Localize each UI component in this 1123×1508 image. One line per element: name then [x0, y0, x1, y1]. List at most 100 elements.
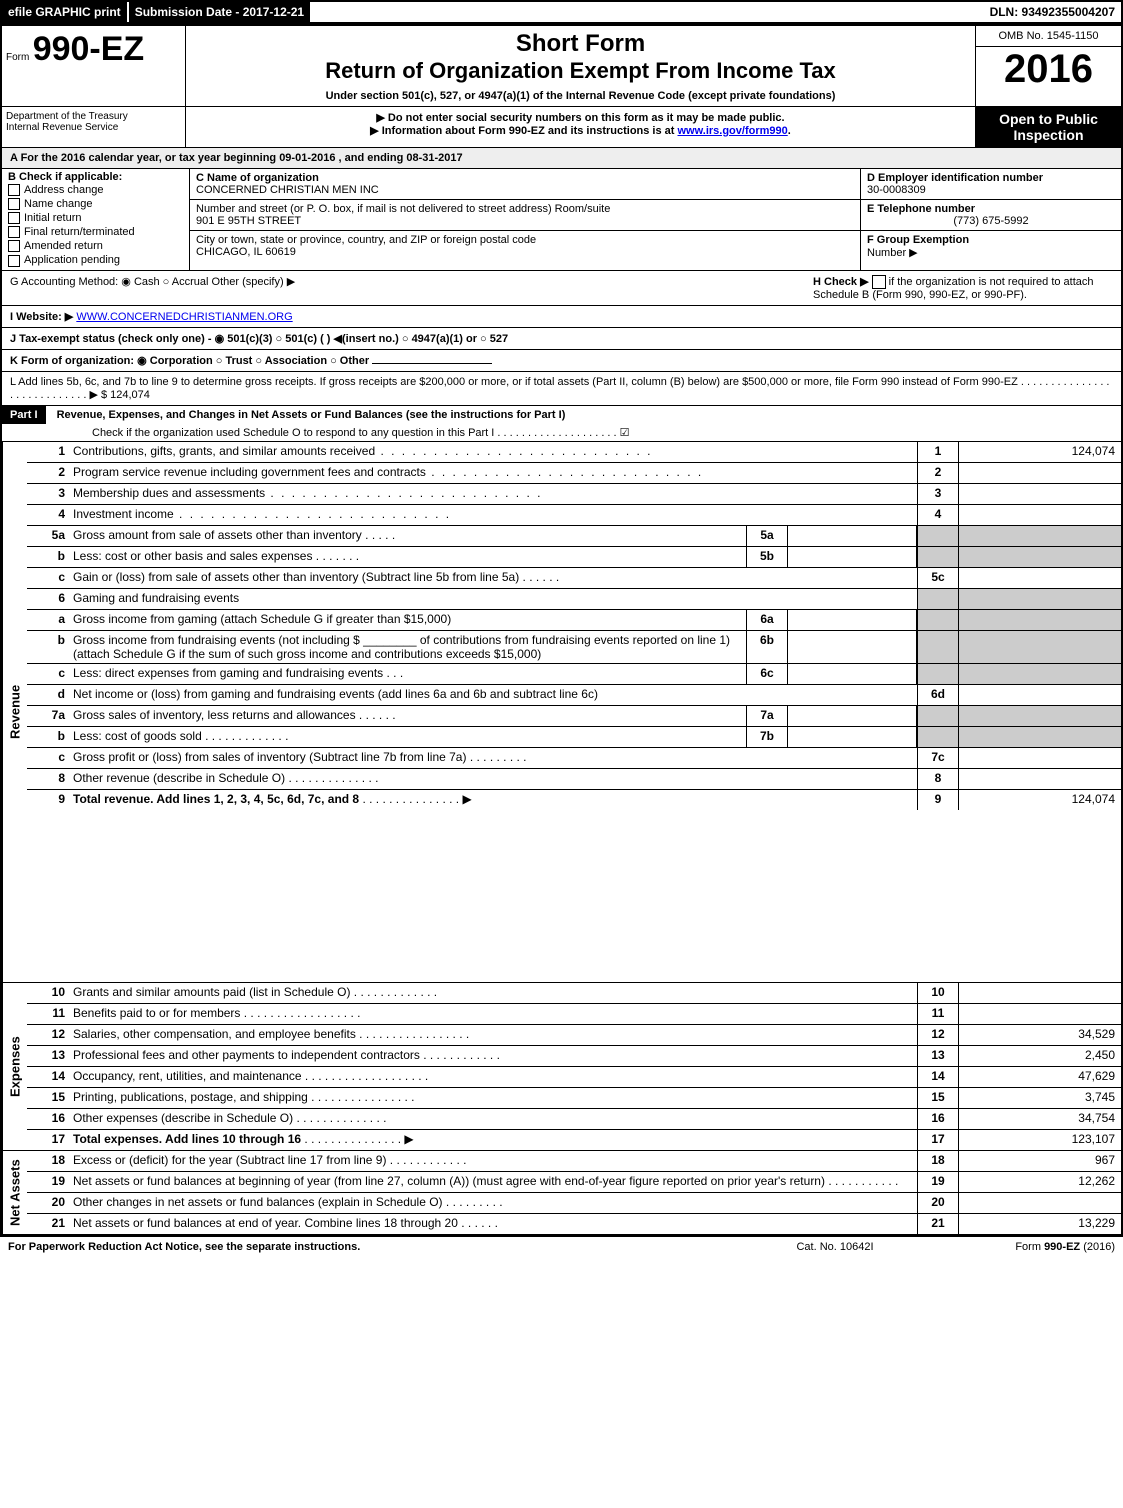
ln9-rval: 124,074	[958, 790, 1121, 810]
ln1-desc: Contributions, gifts, grants, and simila…	[69, 442, 917, 462]
check-application-pending-label: Application pending	[24, 254, 120, 266]
ln5c-rval	[958, 568, 1121, 588]
line-j: J Tax-exempt status (check only one) - ◉…	[2, 327, 1121, 349]
check-application-pending[interactable]: Application pending	[8, 253, 183, 267]
c-label: C Name of organization	[196, 172, 854, 184]
part1-check-o: Check if the organization used Schedule …	[2, 424, 1121, 441]
ln5a-rval	[958, 526, 1121, 546]
ln8-desc: Other revenue (describe in Schedule O) .…	[69, 769, 917, 789]
under-section: Under section 501(c), 527, or 4947(a)(1)…	[194, 90, 967, 102]
website-link[interactable]: WWW.CONCERNEDCHRISTIANMEN.ORG	[76, 311, 292, 323]
ln5a-rnum	[917, 526, 958, 546]
irs-label: Internal Revenue Service	[6, 122, 181, 133]
street-row: Number and street (or P. O. box, if mail…	[190, 200, 860, 231]
form-ref: Form 990-EZ (2016)	[935, 1241, 1115, 1253]
dept-treasury: Department of the Treasury Internal Reve…	[2, 107, 186, 147]
header-row: Form 990-EZ Short Form Return of Organiz…	[2, 26, 1121, 106]
footer-row: For Paperwork Reduction Act Notice, see …	[0, 1236, 1123, 1257]
ln15-rnum: 15	[917, 1088, 958, 1108]
year-box: OMB No. 1545-1150 2016	[975, 26, 1121, 106]
dept-label: Department of the Treasury	[6, 111, 181, 122]
ln6c-sv	[788, 664, 917, 684]
check-final-return[interactable]: Final return/terminated	[8, 225, 183, 239]
line-1: 1 Contributions, gifts, grants, and simi…	[27, 442, 1121, 462]
ln7b-rval	[958, 727, 1121, 747]
h-checkbox[interactable]	[872, 275, 886, 289]
b-label: B Check if applicable:	[8, 171, 183, 183]
ln13-num: 13	[27, 1046, 69, 1066]
ln2-desc: Program service revenue including govern…	[69, 463, 917, 483]
ln21-rval: 13,229	[958, 1214, 1121, 1234]
dln: DLN: 93492355004207	[984, 2, 1121, 22]
h-label: H Check ▶	[813, 276, 869, 288]
ln6d-num: d	[27, 685, 69, 705]
top-bar: efile GRAPHIC print Submission Date - 20…	[0, 0, 1123, 24]
k-text: K Form of organization: ◉ Corporation ○ …	[10, 355, 369, 367]
ln7a-desc: Gross sales of inventory, less returns a…	[69, 706, 746, 726]
line-9: 9 Total revenue. Add lines 1, 2, 3, 4, 5…	[27, 789, 1121, 810]
form990-link[interactable]: www.irs.gov/form990	[678, 125, 788, 137]
ln18-rnum: 18	[917, 1151, 958, 1171]
ln6-rnum	[917, 589, 958, 609]
ln6a-rnum	[917, 610, 958, 630]
ln11-rnum: 11	[917, 1004, 958, 1024]
line-5a: 5a Gross amount from sale of assets othe…	[27, 525, 1121, 546]
ln18-rval: 967	[958, 1151, 1121, 1171]
ln6c-desc: Less: direct expenses from gaming and fu…	[69, 664, 746, 684]
ln10-rnum: 10	[917, 983, 958, 1003]
check-address-change-label: Address change	[24, 184, 104, 196]
line-2: 2 Program service revenue including gove…	[27, 462, 1121, 483]
check-amended-return[interactable]: Amended return	[8, 239, 183, 253]
cat-no: Cat. No. 10642I	[735, 1241, 935, 1253]
ln17-rnum: 17	[917, 1130, 958, 1150]
k-underline	[372, 363, 492, 364]
ln20-rnum: 20	[917, 1193, 958, 1213]
line-17: 17 Total expenses. Add lines 10 through …	[27, 1129, 1121, 1150]
ln5a-sn: 5a	[746, 526, 788, 546]
ln6d-rnum: 6d	[917, 685, 958, 705]
i-label: I Website: ▶	[10, 311, 73, 323]
ln1-num: 1	[27, 442, 69, 462]
return-title: Return of Organization Exempt From Incom…	[194, 58, 967, 84]
ln7b-num: b	[27, 727, 69, 747]
check-name-change[interactable]: Name change	[8, 197, 183, 211]
ln5a-desc: Gross amount from sale of assets other t…	[69, 526, 746, 546]
ln1-rnum: 1	[917, 442, 958, 462]
ln6c-num: c	[27, 664, 69, 684]
check-initial-return[interactable]: Initial return	[8, 211, 183, 225]
ln11-rval	[958, 1004, 1121, 1024]
e-phone-row: E Telephone number (773) 675-5992	[861, 200, 1121, 231]
ln17-num: 17	[27, 1130, 69, 1150]
d-right-column: D Employer identification number 30-0008…	[860, 169, 1121, 270]
inspection-label: Inspection	[980, 127, 1117, 143]
ln6a-sn: 6a	[746, 610, 788, 630]
ln5c-desc: Gain or (loss) from sale of assets other…	[69, 568, 917, 588]
ln5b-desc: Less: cost or other basis and sales expe…	[69, 547, 746, 567]
side-revenue: Revenue	[2, 442, 27, 982]
netassets-section: Net Assets 18 Excess or (deficit) for th…	[2, 1150, 1121, 1234]
side-expenses: Expenses	[2, 983, 27, 1150]
ln7a-sn: 7a	[746, 706, 788, 726]
ln2-num: 2	[27, 463, 69, 483]
line-21: 21 Net assets or fund balances at end of…	[27, 1213, 1121, 1234]
ln20-desc: Other changes in net assets or fund bala…	[69, 1193, 917, 1213]
ln16-rnum: 16	[917, 1109, 958, 1129]
ln21-rnum: 21	[917, 1214, 958, 1234]
ln16-rval: 34,754	[958, 1109, 1121, 1129]
j-text: J Tax-exempt status (check only one) - ◉…	[10, 333, 508, 345]
ln6b-rval	[958, 631, 1121, 663]
side-netassets: Net Assets	[2, 1151, 27, 1234]
line-14: 14 Occupancy, rent, utilities, and maint…	[27, 1066, 1121, 1087]
ln8-num: 8	[27, 769, 69, 789]
check-final-return-label: Final return/terminated	[24, 226, 135, 238]
expenses-section: Expenses 10 Grants and similar amounts p…	[2, 982, 1121, 1150]
d-ein-row: D Employer identification number 30-0008…	[861, 169, 1121, 200]
ln5c-rnum: 5c	[917, 568, 958, 588]
ln16-desc: Other expenses (describe in Schedule O) …	[69, 1109, 917, 1129]
ln19-desc: Net assets or fund balances at beginning…	[69, 1172, 917, 1192]
c-mid-column: C Name of organization CONCERNED CHRISTI…	[190, 169, 860, 270]
netassets-body: 18 Excess or (deficit) for the year (Sub…	[27, 1151, 1121, 1234]
part1-header-row: Part I Revenue, Expenses, and Changes in…	[2, 405, 1121, 441]
check-address-change[interactable]: Address change	[8, 183, 183, 197]
ln6b-rnum	[917, 631, 958, 663]
